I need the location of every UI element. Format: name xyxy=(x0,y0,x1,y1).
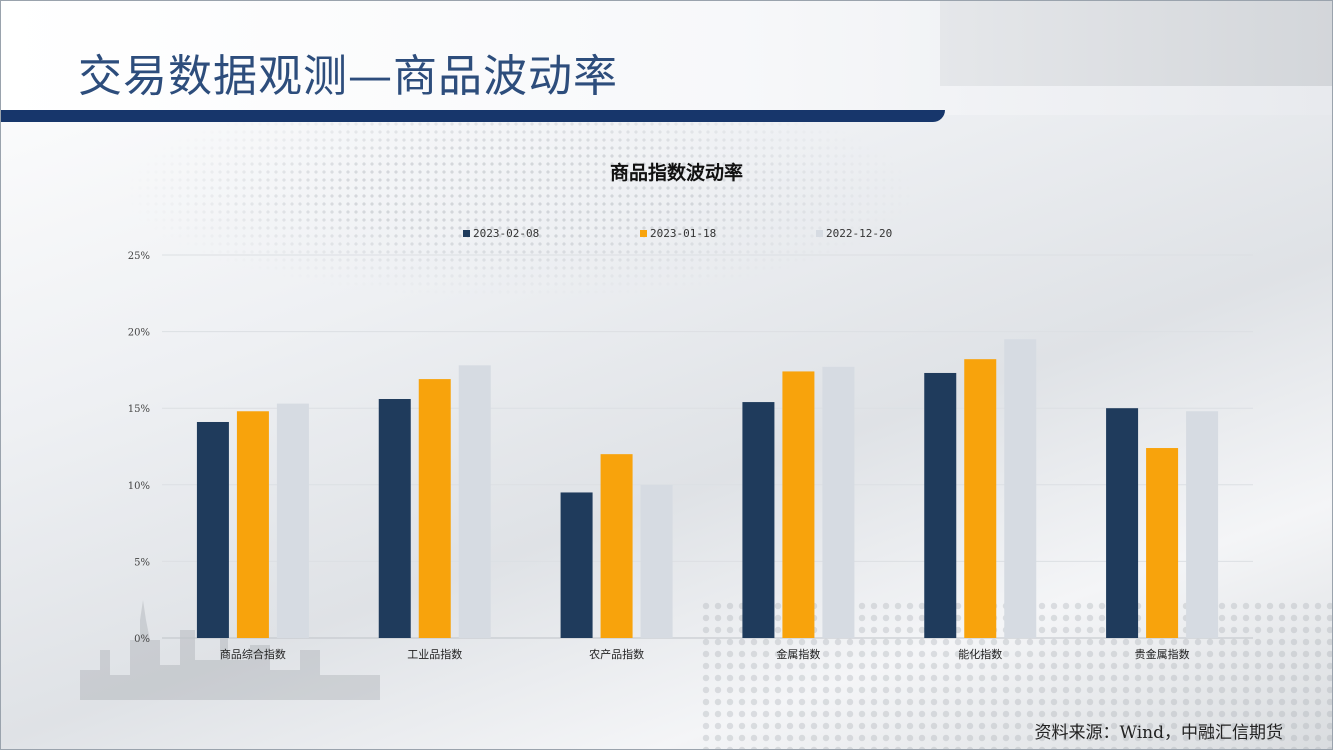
legend-item: 2023-02-08 xyxy=(463,227,539,240)
bar xyxy=(964,359,997,638)
x-tick-label: 金属指数 xyxy=(776,647,820,661)
page-title: 交易数据观测—商品波动率 xyxy=(78,51,618,102)
bar xyxy=(924,372,957,638)
legend-swatch xyxy=(816,230,823,237)
legend-label: 2023-02-08 xyxy=(473,227,540,240)
city-skyline-graphic xyxy=(80,600,380,700)
title-underline-bar xyxy=(0,110,945,122)
bar xyxy=(1106,408,1139,638)
source-note: 资料来源：Wind，中融汇信期货 xyxy=(1034,723,1283,743)
bar xyxy=(1186,411,1219,638)
bar xyxy=(418,379,451,638)
x-tick-label: 工业品指数 xyxy=(407,647,462,661)
legend-item: 2022-12-20 xyxy=(816,227,892,240)
bar xyxy=(378,399,411,638)
chart-legend: 2023-02-08 2023-01-18 2022-12-20 xyxy=(0,227,1333,243)
legend-label: 2023-01-18 xyxy=(650,227,717,240)
x-tick-label: 商品综合指数 xyxy=(220,647,286,661)
x-tick-label: 贵金属指数 xyxy=(1135,647,1190,661)
legend-swatch xyxy=(463,230,470,237)
y-tick-label: 25% xyxy=(128,251,150,262)
x-tick-label: 农产品指数 xyxy=(589,647,644,661)
bar xyxy=(1004,339,1037,638)
y-tick-label: 15% xyxy=(128,404,150,415)
chart-title: 商品指数波动率 xyxy=(609,162,743,184)
bar xyxy=(640,484,673,638)
bar xyxy=(822,366,855,638)
y-tick-label: 5% xyxy=(134,557,150,568)
bar xyxy=(236,411,269,638)
header-panel xyxy=(940,0,1333,86)
y-tick-label: 10% xyxy=(128,481,150,492)
y-tick-label: 0% xyxy=(134,634,150,645)
bar xyxy=(276,403,309,638)
legend-label: 2022-12-20 xyxy=(826,227,893,240)
legend-item: 2023-01-18 xyxy=(640,227,716,240)
bar xyxy=(782,371,815,638)
bar xyxy=(196,421,229,638)
x-tick-label: 能化指数 xyxy=(958,647,1002,661)
bar xyxy=(600,454,633,638)
y-tick-label: 20% xyxy=(128,328,150,339)
bar xyxy=(560,492,593,638)
bar xyxy=(742,402,775,638)
bar xyxy=(458,365,491,638)
legend-swatch xyxy=(640,230,647,237)
bar xyxy=(1146,448,1179,638)
world-map-dots xyxy=(120,120,920,300)
